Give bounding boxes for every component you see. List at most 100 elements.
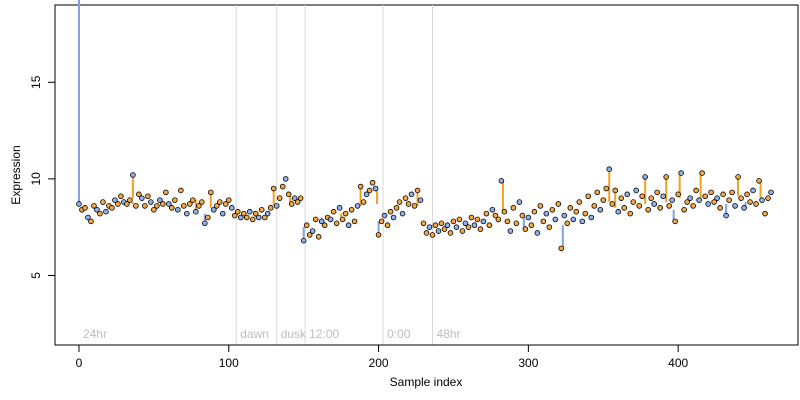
data-point <box>139 195 145 201</box>
data-point <box>522 226 529 232</box>
data-point <box>675 191 681 198</box>
data-point <box>618 195 625 201</box>
data-point <box>252 210 259 217</box>
data-point <box>151 206 157 213</box>
data-point <box>273 203 280 209</box>
data-point <box>181 203 187 209</box>
data-point <box>543 210 550 217</box>
data-point <box>270 185 277 192</box>
data-point <box>387 208 394 215</box>
data-point <box>339 216 346 223</box>
data-point <box>261 214 268 221</box>
data-point <box>231 212 238 219</box>
data-point <box>366 187 373 194</box>
data-point <box>160 201 166 207</box>
data-point <box>309 228 316 234</box>
data-point <box>306 232 313 238</box>
data-point <box>303 222 310 229</box>
data-point <box>495 216 502 223</box>
data-point <box>423 230 430 236</box>
data-point <box>756 177 762 184</box>
data-point <box>531 208 538 215</box>
plot-frame <box>54 4 799 346</box>
y-tick-label: 10 <box>29 172 43 186</box>
data-point <box>636 203 643 209</box>
data-point <box>633 187 640 194</box>
data-point <box>184 210 190 217</box>
data-point <box>384 222 391 229</box>
data-point <box>210 206 217 213</box>
data-point <box>468 214 475 221</box>
data-point <box>312 216 319 223</box>
data-point <box>666 203 672 209</box>
event-label: dawn <box>240 327 269 341</box>
data-point <box>669 197 675 203</box>
data-point <box>690 203 696 209</box>
data-point <box>477 226 484 232</box>
data-point <box>411 203 418 209</box>
data-point <box>321 222 328 229</box>
data-point <box>342 210 349 217</box>
data-point <box>369 179 376 186</box>
data-point <box>489 206 496 213</box>
data-point <box>594 189 601 196</box>
data-point <box>204 214 211 221</box>
data-point <box>498 177 505 184</box>
data-point <box>576 199 583 205</box>
data-point <box>136 191 142 198</box>
data-point <box>360 199 367 205</box>
data-point <box>717 205 723 211</box>
data-point <box>561 212 568 219</box>
data-point <box>684 199 690 205</box>
data-point <box>516 199 523 205</box>
data-point <box>127 197 133 203</box>
data-point <box>124 201 130 207</box>
data-point <box>753 201 759 207</box>
data-point <box>591 203 598 209</box>
data-point <box>720 191 726 198</box>
data-point <box>567 205 574 211</box>
data-point <box>393 205 400 211</box>
data-point <box>399 210 406 217</box>
data-point <box>510 205 517 211</box>
data-point <box>222 201 229 207</box>
data-point <box>130 172 136 178</box>
data-point <box>600 197 607 203</box>
data-point <box>486 222 493 229</box>
data-point <box>426 224 433 230</box>
data-point <box>552 216 559 223</box>
data-point <box>537 203 544 209</box>
data-point <box>726 197 732 203</box>
data-point <box>519 212 526 219</box>
data-point <box>166 201 172 207</box>
data-point <box>420 220 427 227</box>
data-point <box>255 214 262 221</box>
data-point <box>627 210 634 217</box>
data-point <box>169 205 175 211</box>
data-point <box>178 187 184 194</box>
data-point <box>708 189 714 196</box>
data-point <box>588 214 595 221</box>
data-point <box>741 205 747 211</box>
data-point <box>109 205 115 211</box>
data-point <box>216 199 223 205</box>
data-point <box>237 214 244 221</box>
data-point <box>112 197 118 203</box>
event-lines: 24hr dawn dusk 12:00 0:00 48hr <box>83 5 461 345</box>
data-point <box>97 210 103 217</box>
x-tick-label: 100 <box>219 356 239 370</box>
data-point <box>573 208 580 215</box>
data-point <box>651 201 657 207</box>
data-point <box>534 230 541 236</box>
data-point <box>621 205 628 211</box>
data-point <box>297 195 304 201</box>
data-point <box>603 185 610 192</box>
data-point <box>447 230 454 236</box>
data-point <box>639 193 646 200</box>
data-point <box>555 201 562 207</box>
data-point <box>435 228 442 234</box>
x-axis-label: Sample index <box>390 375 463 389</box>
data-point <box>115 201 121 207</box>
data-point <box>525 214 532 221</box>
data-point <box>528 222 535 229</box>
